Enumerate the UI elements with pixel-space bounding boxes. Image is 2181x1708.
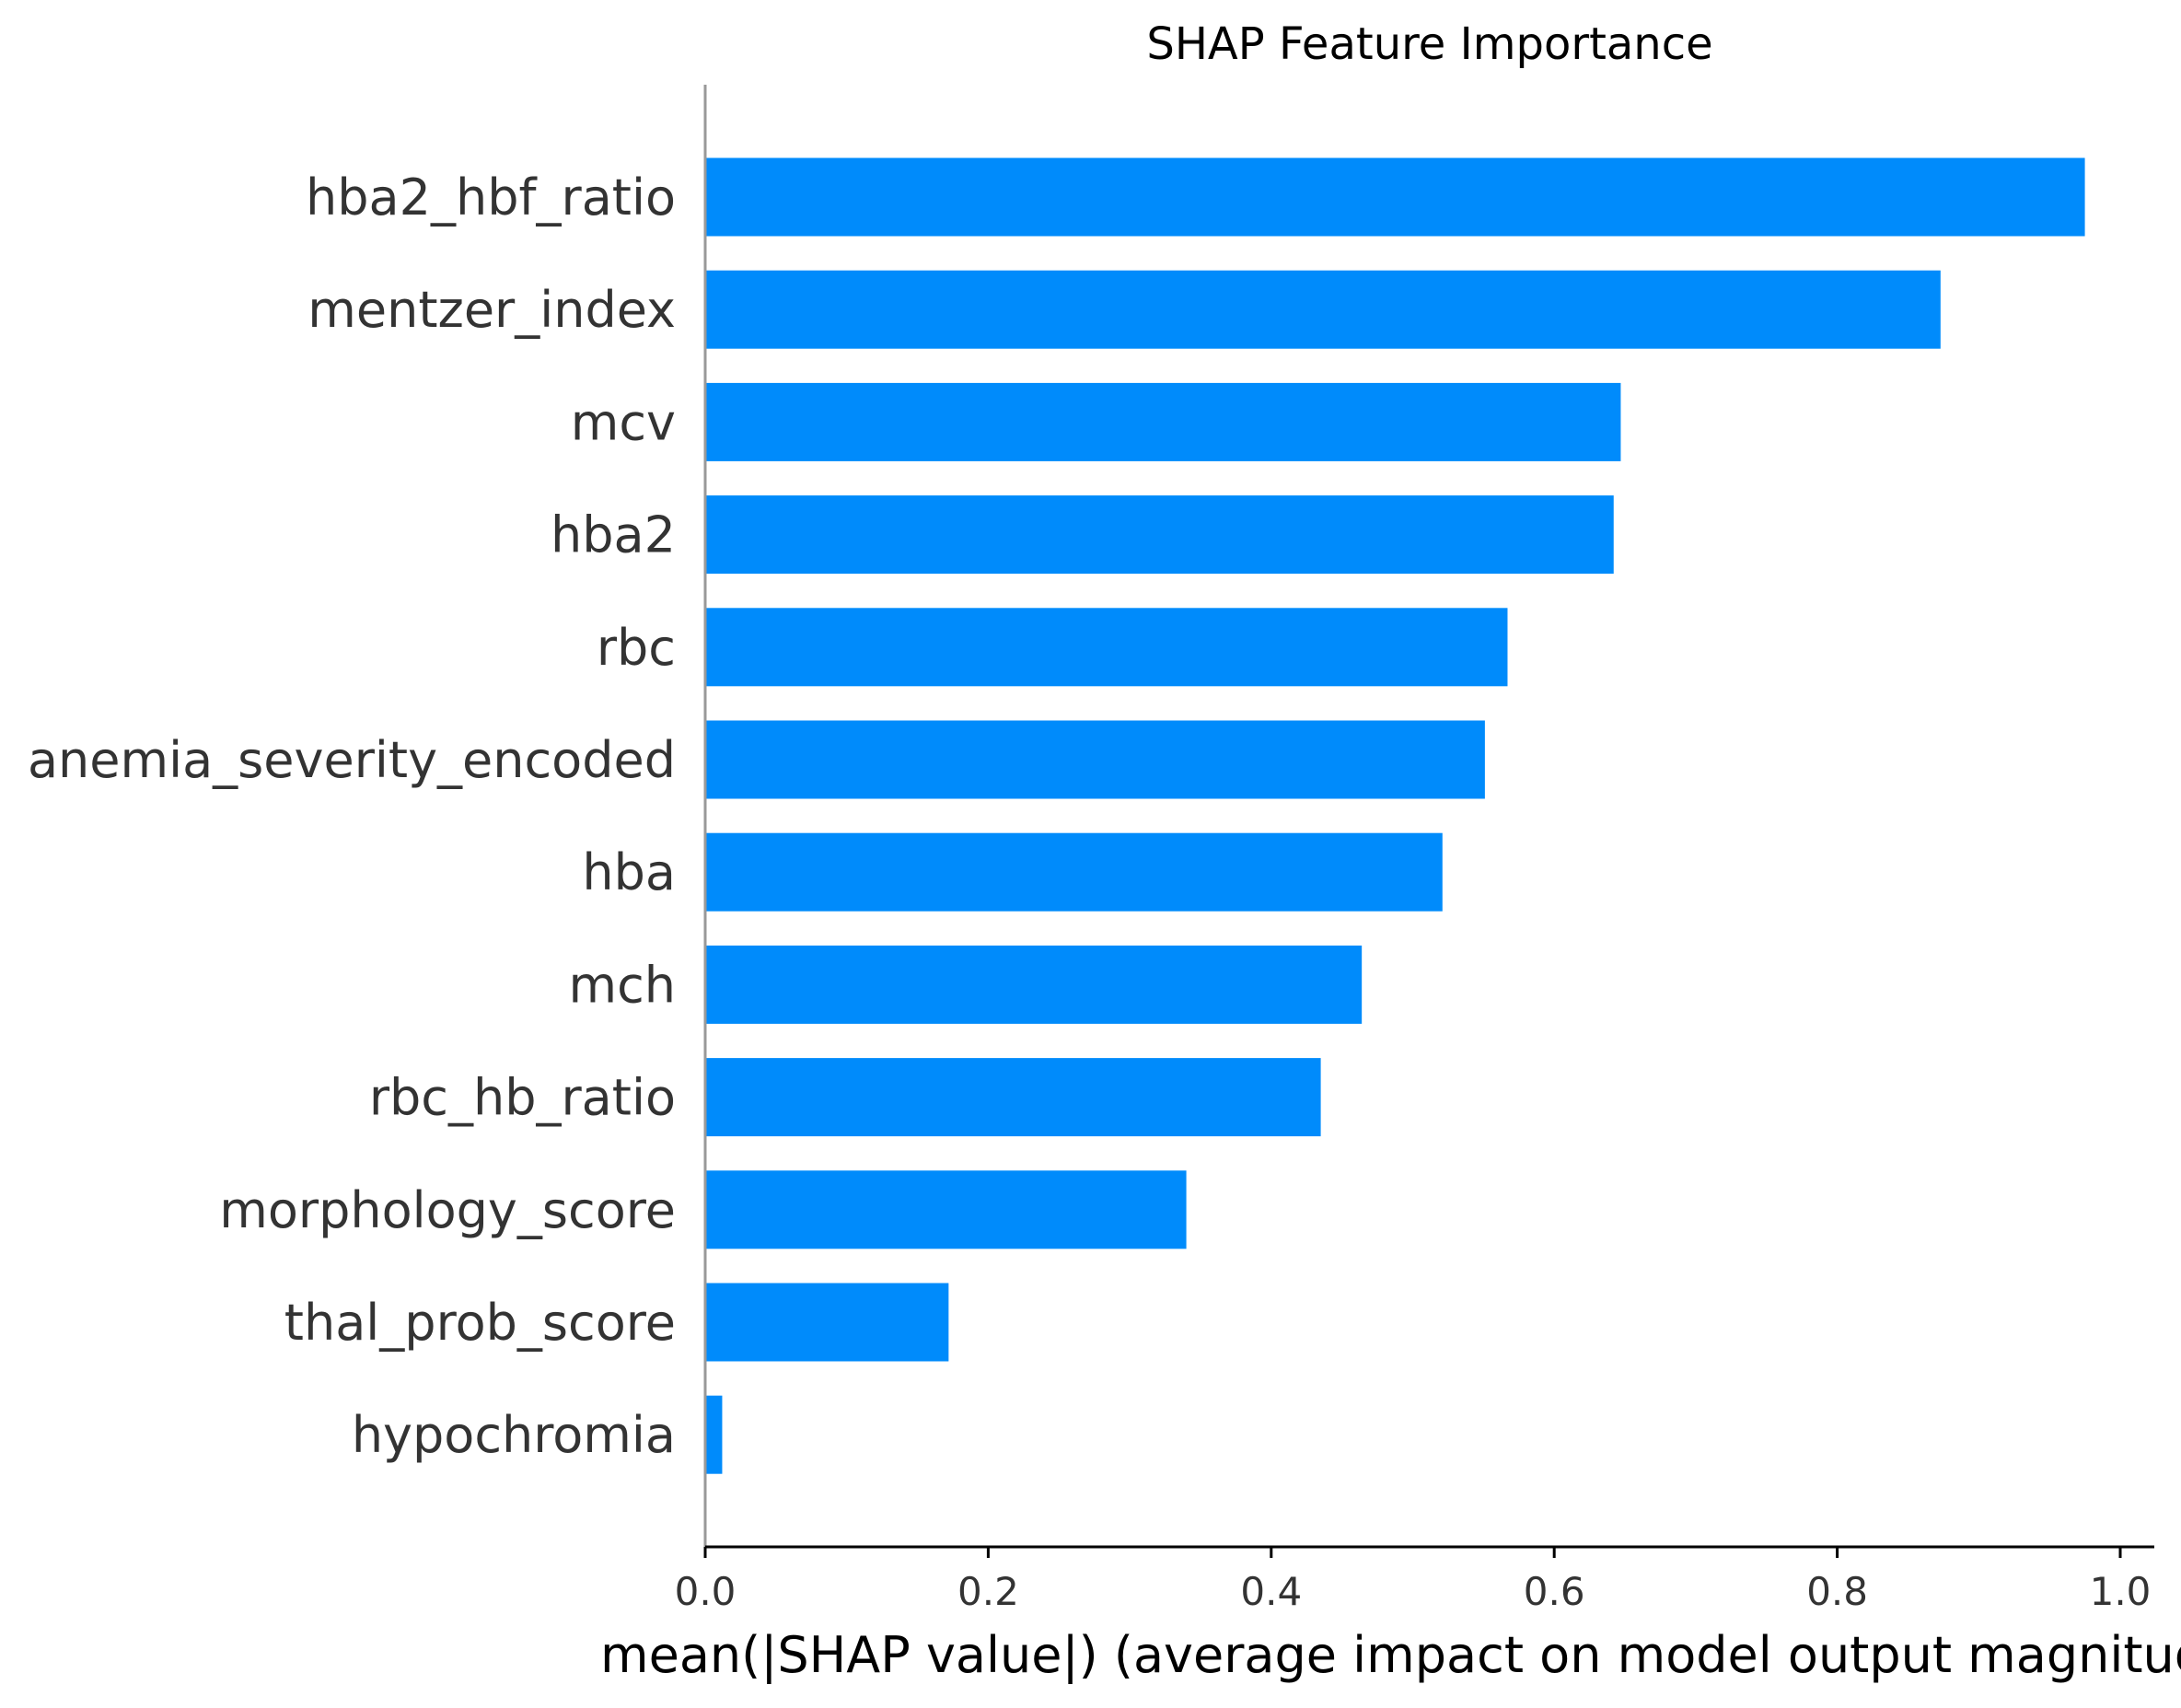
x-tick-label: 0.8 xyxy=(1806,1569,1868,1614)
category-label-morphology-score: morphology_score xyxy=(219,1181,676,1239)
bar-hba2-hbf-ratio xyxy=(705,157,2085,237)
category-label-mcv: mcv xyxy=(571,393,676,451)
bar-morphology-score xyxy=(705,1170,1187,1249)
bar-hba2 xyxy=(705,495,1614,575)
bar-rbc xyxy=(705,608,1508,687)
x-axis-label: mean(|SHAP value|) (average impact on mo… xyxy=(600,1626,2181,1684)
category-label-hba2-hbf-ratio: hba2_hbf_ratio xyxy=(306,168,676,227)
x-tick-label: 1.0 xyxy=(2090,1569,2152,1614)
x-tick-label: 0.4 xyxy=(1240,1569,1302,1614)
bars-group xyxy=(705,157,2085,1474)
category-label-rbc: rbc xyxy=(597,619,676,677)
category-label-mentzer-index: mentzer_index xyxy=(307,281,676,339)
bar-hypochromia xyxy=(705,1395,723,1474)
x-tick-label: 0.0 xyxy=(675,1569,737,1614)
category-label-rbc-hb-ratio: rbc_hb_ratio xyxy=(369,1069,676,1127)
category-label-anemia-severity-encoded: anemia_severity_encoded xyxy=(28,731,676,789)
bar-anemia-severity-encoded xyxy=(705,720,1485,799)
x-ticks-group: 0.0 0.2 0.4 0.6 0.8 1.0 xyxy=(675,1547,2152,1614)
bar-hba xyxy=(705,832,1443,912)
bar-mch xyxy=(705,945,1363,1024)
bar-mcv xyxy=(705,382,1621,461)
category-label-mch: mch xyxy=(568,956,676,1014)
category-label-hba2: hba2 xyxy=(551,506,676,564)
bar-mentzer-index xyxy=(705,270,1941,349)
chart-title: SHAP Feature Importance xyxy=(1146,18,1712,70)
bar-rbc-hb-ratio xyxy=(705,1058,1321,1137)
category-label-hba: hba xyxy=(582,843,676,901)
bar-thal-prob-score xyxy=(705,1283,949,1362)
x-tick-label: 0.2 xyxy=(957,1569,1019,1614)
x-tick-label: 0.6 xyxy=(1524,1569,1585,1614)
category-label-hypochromia: hypochromia xyxy=(352,1406,676,1464)
category-label-thal-prob-score: thal_prob_score xyxy=(284,1294,676,1352)
